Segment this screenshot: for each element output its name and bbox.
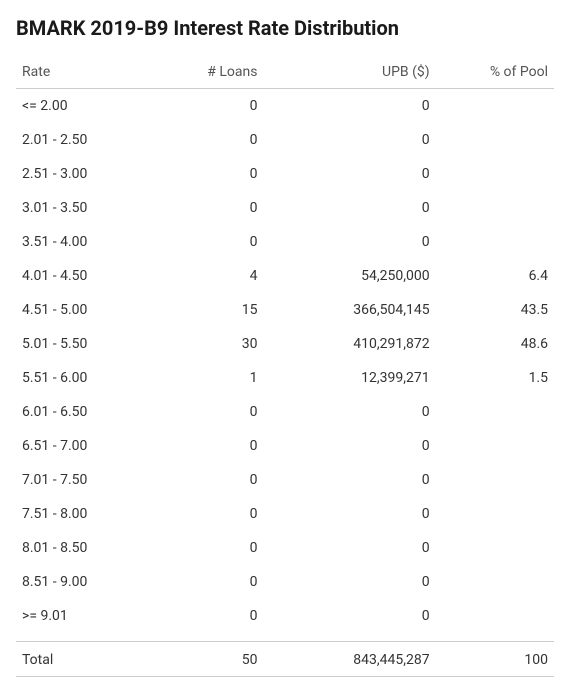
cell-rate: 5.01 - 5.50	[16, 327, 156, 361]
cell-pct	[436, 89, 554, 124]
table-row: 5.51 - 6.00112,399,2711.5	[16, 361, 554, 395]
cell-loans: 0	[156, 225, 264, 259]
table-total-row: Total 50 843,445,287 100	[16, 642, 554, 677]
cell-upb: 0	[263, 463, 435, 497]
cell-upb: 0	[263, 395, 435, 429]
cell-rate: 4.01 - 4.50	[16, 259, 156, 293]
table-row: 4.01 - 4.50454,250,0006.4	[16, 259, 554, 293]
table-row: 7.01 - 7.5000	[16, 463, 554, 497]
cell-pct	[436, 395, 554, 429]
cell-rate: 6.01 - 6.50	[16, 395, 156, 429]
cell-rate: 6.51 - 7.00	[16, 429, 156, 463]
cell-loans: 0	[156, 157, 264, 191]
page-title: BMARK 2019-B9 Interest Rate Distribution	[16, 16, 554, 40]
total-loans: 50	[156, 642, 264, 677]
cell-loans: 0	[156, 565, 264, 599]
table-row: 3.01 - 3.5000	[16, 191, 554, 225]
cell-loans: 0	[156, 191, 264, 225]
cell-upb: 0	[263, 157, 435, 191]
cell-upb: 54,250,000	[263, 259, 435, 293]
cell-upb: 0	[263, 599, 435, 633]
cell-pct: 43.5	[436, 293, 554, 327]
cell-loans: 0	[156, 497, 264, 531]
cell-rate: 8.01 - 8.50	[16, 531, 156, 565]
cell-rate: >= 9.01	[16, 599, 156, 633]
table-row: 3.51 - 4.0000	[16, 225, 554, 259]
cell-rate: 2.01 - 2.50	[16, 123, 156, 157]
col-header-rate: Rate	[16, 56, 156, 89]
cell-pct	[436, 157, 554, 191]
spacer-cell	[16, 633, 554, 642]
cell-loans: 30	[156, 327, 264, 361]
cell-pct	[436, 191, 554, 225]
cell-upb: 0	[263, 123, 435, 157]
cell-upb: 0	[263, 191, 435, 225]
cell-pct	[436, 599, 554, 633]
cell-pct: 6.4	[436, 259, 554, 293]
cell-loans: 0	[156, 599, 264, 633]
cell-upb: 0	[263, 89, 435, 124]
cell-pct	[436, 497, 554, 531]
cell-loans: 0	[156, 395, 264, 429]
cell-rate: 7.51 - 8.00	[16, 497, 156, 531]
cell-pct: 48.6	[436, 327, 554, 361]
cell-loans: 0	[156, 531, 264, 565]
table-row: >= 9.0100	[16, 599, 554, 633]
col-header-upb: UPB ($)	[263, 56, 435, 89]
table-row: 6.01 - 6.5000	[16, 395, 554, 429]
cell-upb: 410,291,872	[263, 327, 435, 361]
total-pct: 100	[436, 642, 554, 677]
cell-loans: 1	[156, 361, 264, 395]
table-row: 6.51 - 7.0000	[16, 429, 554, 463]
table-header-row: Rate # Loans UPB ($) % of Pool	[16, 56, 554, 89]
table-row: 8.51 - 9.0000	[16, 565, 554, 599]
total-label: Total	[16, 642, 156, 677]
cell-upb: 366,504,145	[263, 293, 435, 327]
total-upb: 843,445,287	[263, 642, 435, 677]
table-spacer-row	[16, 633, 554, 642]
cell-pct	[436, 123, 554, 157]
cell-loans: 0	[156, 429, 264, 463]
table-row: 8.01 - 8.5000	[16, 531, 554, 565]
cell-upb: 0	[263, 225, 435, 259]
distribution-table: Rate # Loans UPB ($) % of Pool <= 2.0000…	[16, 56, 554, 677]
cell-rate: 2.51 - 3.00	[16, 157, 156, 191]
cell-loans: 15	[156, 293, 264, 327]
cell-pct	[436, 531, 554, 565]
cell-pct	[436, 429, 554, 463]
cell-rate: 8.51 - 9.00	[16, 565, 156, 599]
cell-rate: 4.51 - 5.00	[16, 293, 156, 327]
cell-upb: 0	[263, 531, 435, 565]
cell-upb: 0	[263, 565, 435, 599]
cell-upb: 0	[263, 497, 435, 531]
cell-pct	[436, 225, 554, 259]
cell-upb: 12,399,271	[263, 361, 435, 395]
cell-loans: 4	[156, 259, 264, 293]
table-row: 2.01 - 2.5000	[16, 123, 554, 157]
cell-rate: 3.51 - 4.00	[16, 225, 156, 259]
cell-pct: 1.5	[436, 361, 554, 395]
cell-rate: 7.01 - 7.50	[16, 463, 156, 497]
table-row: 5.01 - 5.5030410,291,87248.6	[16, 327, 554, 361]
cell-loans: 0	[156, 463, 264, 497]
cell-rate: 5.51 - 6.00	[16, 361, 156, 395]
table-row: 2.51 - 3.0000	[16, 157, 554, 191]
table-row: 7.51 - 8.0000	[16, 497, 554, 531]
cell-pct	[436, 565, 554, 599]
col-header-loans: # Loans	[156, 56, 264, 89]
col-header-pct: % of Pool	[436, 56, 554, 89]
table-row: 4.51 - 5.0015366,504,14543.5	[16, 293, 554, 327]
cell-rate: 3.01 - 3.50	[16, 191, 156, 225]
cell-rate: <= 2.00	[16, 89, 156, 124]
cell-loans: 0	[156, 89, 264, 124]
cell-upb: 0	[263, 429, 435, 463]
cell-loans: 0	[156, 123, 264, 157]
table-row: <= 2.0000	[16, 89, 554, 124]
cell-pct	[436, 463, 554, 497]
